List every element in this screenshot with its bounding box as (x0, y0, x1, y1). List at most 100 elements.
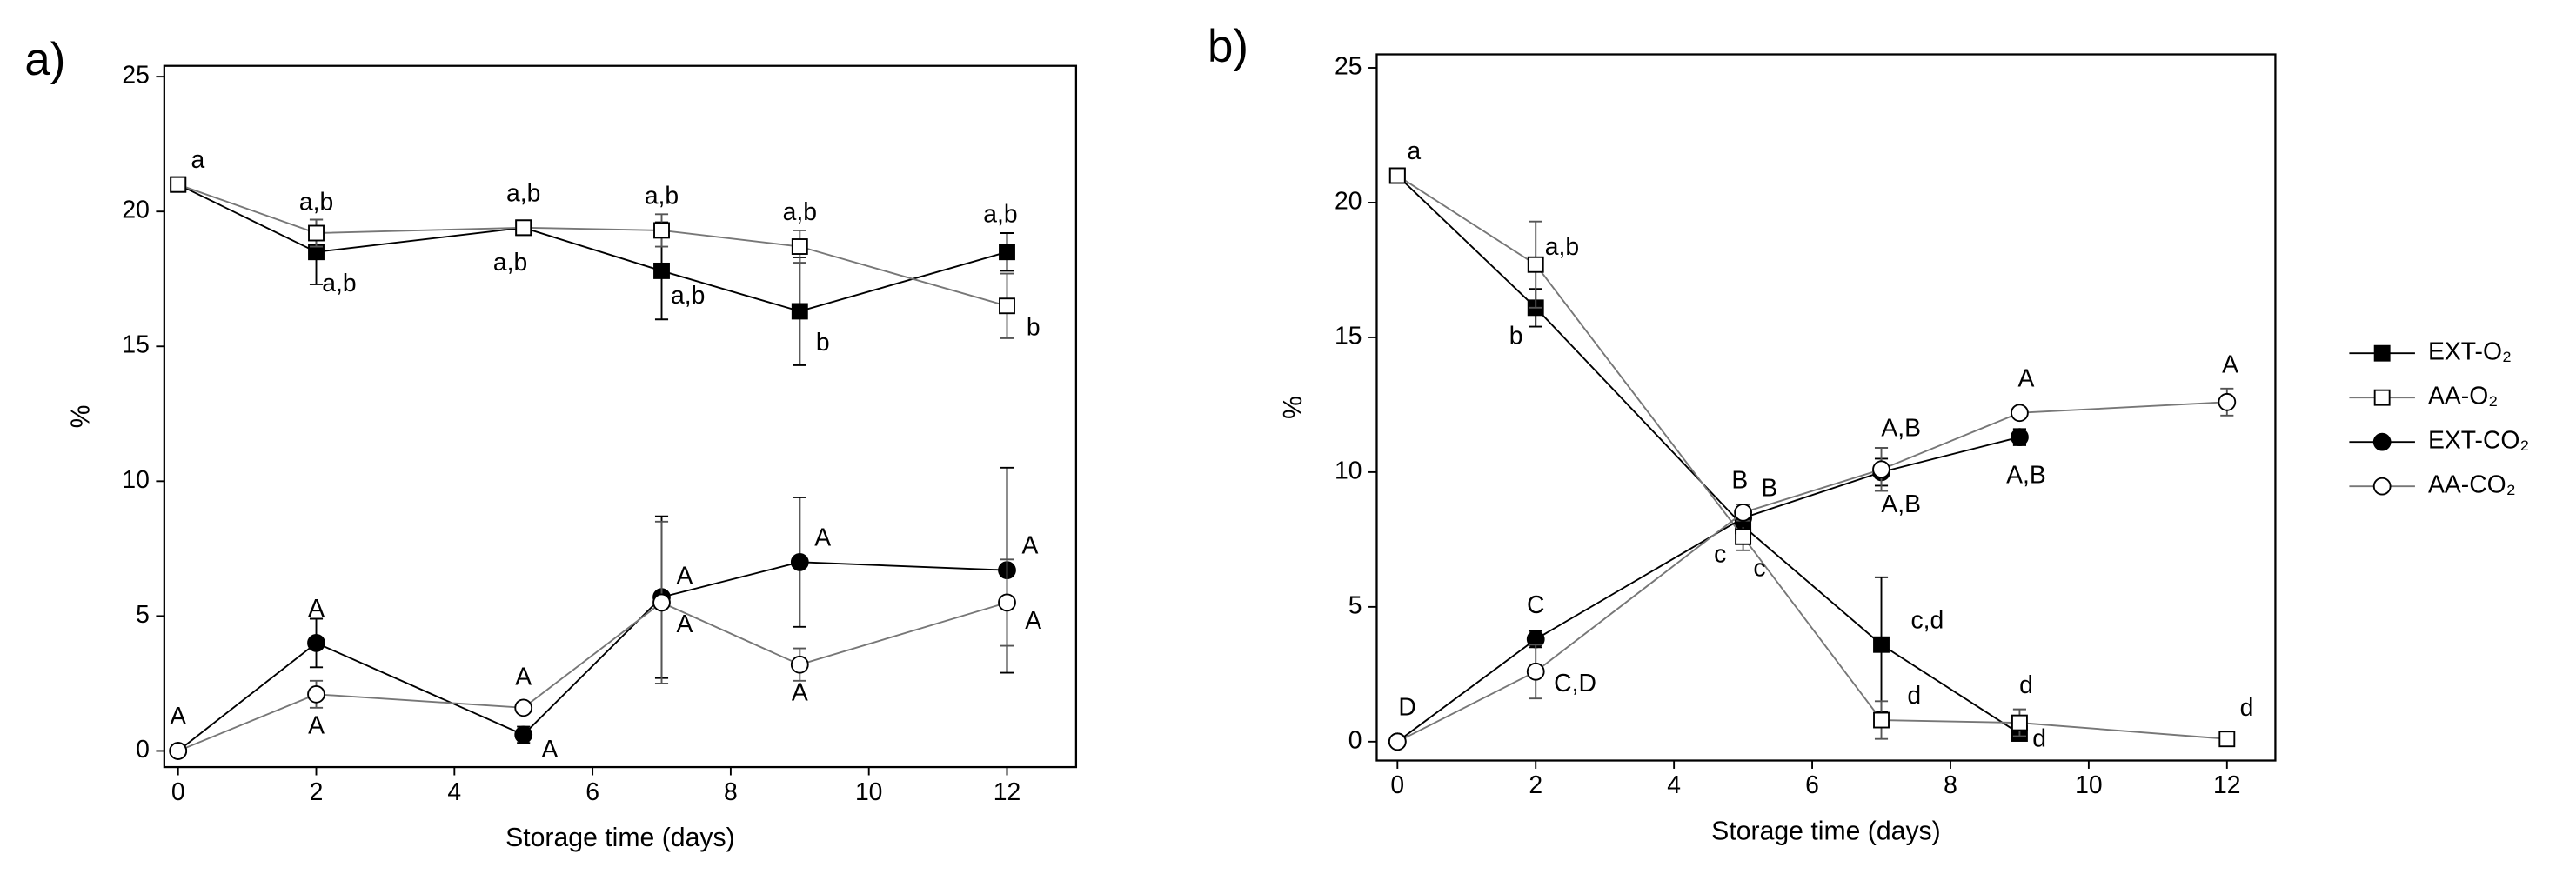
legend-marker (2373, 344, 2391, 362)
data-point (999, 297, 1015, 315)
data-point (2011, 404, 2029, 423)
significance-letter: A (1025, 607, 1041, 635)
significance-letter: a,b (493, 249, 527, 277)
data-point (1388, 732, 1407, 751)
significance-letter: A (170, 703, 186, 731)
y-tick-label: 10 (122, 466, 150, 494)
series-line (1396, 175, 2020, 735)
significance-letter: d (2032, 725, 2046, 753)
data-point (515, 219, 532, 237)
significance-letter: C (1527, 591, 1544, 619)
significance-letter: a,b (1545, 233, 1579, 261)
x-tick-label: 4 (1667, 771, 1681, 799)
significance-letter: b (1509, 322, 1523, 350)
data-point (2218, 731, 2236, 748)
series-line (177, 601, 1007, 752)
series-line (1396, 401, 2227, 743)
y-tick-label: 0 (136, 736, 150, 764)
significance-letter: A,B (1881, 414, 1921, 442)
data-point (307, 684, 325, 704)
x-tick-label: 0 (1390, 771, 1404, 799)
significance-letter: d (1907, 682, 1921, 710)
data-point (170, 176, 187, 193)
y-tick-label: 25 (1335, 52, 1362, 80)
y-tick-label: 15 (122, 331, 150, 359)
significance-letter: D (1398, 694, 1415, 722)
significance-letter: A,B (2006, 461, 2046, 489)
data-point (2218, 392, 2237, 411)
significance-letter: a,b (322, 270, 356, 297)
x-tick-label: 12 (2213, 771, 2241, 799)
data-point (1872, 460, 1890, 479)
series-line (177, 183, 1007, 312)
data-point (1873, 711, 1890, 729)
series-line (177, 183, 1007, 307)
data-point (1734, 503, 1752, 522)
data-point (653, 262, 670, 279)
significance-letter: a,b (671, 282, 705, 310)
significance-letter: a,b (983, 201, 1017, 229)
series-line (177, 561, 1007, 752)
y-tick-label: 0 (1348, 726, 1362, 754)
significance-letter: a,b (783, 198, 817, 226)
significance-letter: A,B (1881, 490, 1921, 518)
y-tick-label: 20 (122, 197, 150, 224)
data-point (791, 303, 808, 320)
x-tick-label: 4 (447, 778, 461, 806)
legend-marker (2373, 389, 2391, 406)
x-tick-label: 6 (1805, 771, 1819, 799)
significance-letter: A (541, 736, 558, 764)
significance-letter: a,b (506, 180, 540, 208)
significance-letter: A (676, 563, 693, 590)
x-tick-label: 2 (310, 778, 324, 806)
significance-letter: A (2018, 364, 2035, 392)
significance-letter: a,b (645, 183, 679, 210)
data-point (790, 552, 809, 571)
legend-label: EXT-O₂ (2428, 338, 2512, 366)
data-point (791, 238, 808, 255)
significance-letter: a (191, 146, 205, 174)
data-point (652, 593, 671, 612)
significance-letter: a,b (299, 188, 333, 216)
x-tick-label: 2 (1529, 771, 1542, 799)
panel-label: b) (1208, 21, 1248, 72)
data-point (1527, 256, 1544, 273)
x-tick-label: 8 (724, 778, 738, 806)
significance-letter: a (1407, 137, 1421, 165)
x-axis-label: Storage time (days) (1711, 817, 1941, 846)
x-tick-label: 10 (2075, 771, 2103, 799)
legend-marker (2372, 477, 2392, 496)
significance-letter: A (515, 663, 532, 691)
significance-letter: d (2019, 671, 2033, 699)
legend-label: AA-O₂ (2428, 383, 2498, 410)
y-tick-label: 25 (122, 62, 150, 90)
significance-letter: A (1021, 532, 1038, 560)
legend-marker (2372, 432, 2392, 451)
x-axis-label: Storage time (days) (505, 824, 735, 852)
y-axis-label: % (66, 404, 95, 428)
data-point (998, 593, 1016, 612)
x-tick-label: 6 (585, 778, 599, 806)
plot-frame (163, 64, 1078, 769)
legend-label: EXT-CO₂ (2428, 427, 2529, 455)
data-point (308, 224, 325, 242)
series-line (1396, 175, 2227, 740)
significance-letter: d (2240, 694, 2254, 722)
significance-letter: b (1027, 314, 1040, 342)
x-tick-label: 12 (994, 778, 1021, 806)
x-tick-label: 0 (171, 778, 185, 806)
data-point (514, 698, 533, 717)
data-point (999, 244, 1015, 261)
legend-label: AA-CO₂ (2428, 471, 2516, 499)
data-point (514, 725, 533, 744)
data-point (2011, 428, 2029, 446)
significance-letter: B (1731, 467, 1748, 495)
data-point (1873, 636, 1890, 653)
series-line (1396, 436, 2020, 743)
x-tick-label: 10 (855, 778, 883, 806)
y-axis-label: % (1279, 396, 1308, 419)
y-tick-label: 15 (1335, 322, 1362, 350)
significance-letter: c (1753, 555, 1765, 583)
data-point (1388, 167, 1406, 184)
